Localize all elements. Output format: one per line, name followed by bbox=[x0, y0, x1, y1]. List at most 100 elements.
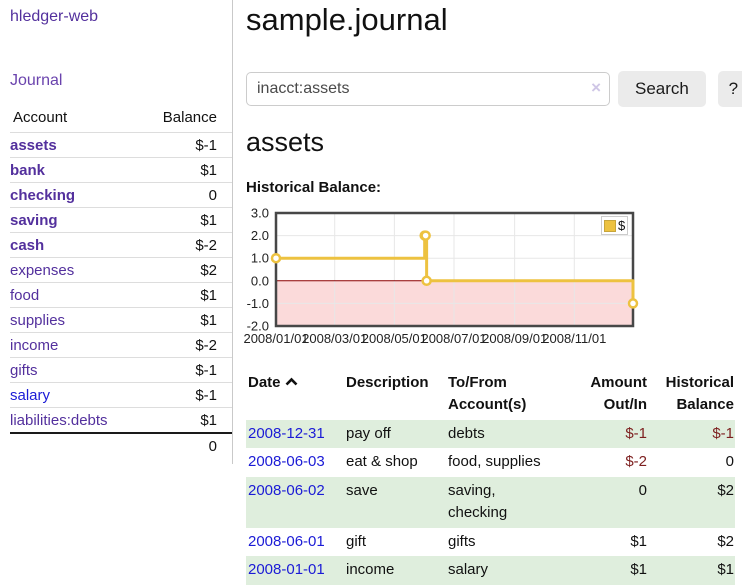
account-balance: $1 bbox=[137, 307, 232, 333]
accounts-total-spacer bbox=[10, 432, 138, 458]
transaction-description: eat & shop bbox=[346, 453, 418, 470]
sidebar: hledger-web Journal Account Balance asse… bbox=[0, 0, 233, 464]
account-balance: $1 bbox=[137, 407, 232, 433]
transaction-accounts: saving, checking bbox=[448, 481, 508, 522]
search-form: × Search ? bbox=[246, 71, 742, 107]
transaction-date-link[interactable]: 2008-01-01 bbox=[248, 561, 325, 578]
account-row: income $-2 bbox=[10, 332, 232, 358]
register-row: 2008-12-31 pay off debts $-1 $-1 bbox=[246, 419, 735, 448]
register-header-date[interactable]: Date bbox=[246, 370, 344, 420]
legend-swatch-icon bbox=[604, 219, 616, 232]
register-header-balance: Historical Balance bbox=[665, 374, 734, 413]
account-link-gifts[interactable]: gifts bbox=[10, 357, 138, 383]
account-balance: $-1 bbox=[137, 132, 232, 158]
account-heading: assets bbox=[246, 127, 325, 157]
svg-text:0.0: 0.0 bbox=[251, 273, 269, 288]
page-title: sample.journal bbox=[246, 2, 448, 37]
account-row: bank $1 bbox=[10, 157, 232, 183]
account-balance: $2 bbox=[137, 257, 232, 283]
transaction-amount: $1 bbox=[630, 561, 647, 578]
main-content: sample.journal × Search ? assets Histori… bbox=[233, 0, 742, 585]
account-link-cash[interactable]: cash bbox=[10, 232, 138, 258]
svg-text:2008/09/01: 2008/09/01 bbox=[482, 331, 547, 346]
account-link-supplies[interactable]: supplies bbox=[10, 307, 138, 333]
search-input[interactable] bbox=[246, 72, 610, 106]
account-balance: 0 bbox=[137, 182, 232, 208]
transaction-amount: $-2 bbox=[625, 453, 647, 470]
balance-chart-svg: 3.0 2.0 1.0 0.0 -1.0 -2.02008/01/012008/03/01… bbox=[243, 206, 639, 346]
account-link-income[interactable]: income bbox=[10, 332, 138, 358]
transaction-amount: 0 bbox=[638, 481, 647, 499]
search-box: × bbox=[246, 72, 610, 106]
account-link-checking[interactable]: checking bbox=[10, 182, 138, 208]
account-balance: $-2 bbox=[137, 332, 232, 358]
search-button[interactable]: Search bbox=[618, 71, 706, 107]
register-header-description: Description bbox=[346, 374, 429, 391]
account-row: expenses $2 bbox=[10, 257, 232, 283]
sidebar-item-journal[interactable]: Journal bbox=[10, 72, 63, 89]
transaction-description: income bbox=[346, 561, 395, 578]
transaction-accounts: food, supplies bbox=[448, 453, 541, 470]
svg-text:2008/07/01: 2008/07/01 bbox=[421, 331, 486, 346]
transaction-balance: $1 bbox=[717, 561, 734, 578]
transaction-date-link[interactable]: 2008-12-31 bbox=[248, 424, 325, 442]
accounts-total-row: 0 bbox=[10, 432, 232, 458]
svg-text:-2.0: -2.0 bbox=[247, 319, 269, 334]
transaction-balance: $2 bbox=[717, 481, 734, 499]
transaction-accounts: gifts bbox=[448, 532, 476, 550]
register-header-amount: Amount Out/In bbox=[590, 374, 647, 413]
transaction-accounts: debts bbox=[448, 424, 485, 442]
app-title-link[interactable]: hledger-web bbox=[10, 8, 99, 25]
account-link-salary[interactable]: salary bbox=[10, 382, 138, 408]
chart-legend: $ bbox=[601, 216, 629, 235]
clear-search-icon[interactable]: × bbox=[591, 78, 601, 97]
sort-asc-icon bbox=[285, 372, 298, 394]
svg-text:2008/01/01: 2008/01/01 bbox=[243, 331, 308, 346]
help-button[interactable]: ? bbox=[717, 71, 742, 107]
transaction-balance: $-1 bbox=[712, 424, 734, 442]
chart-heading: Historical Balance: bbox=[246, 179, 382, 196]
account-balance: $1 bbox=[137, 157, 232, 183]
account-row: assets $-1 bbox=[10, 132, 232, 158]
svg-text:2008/05/01: 2008/05/01 bbox=[362, 331, 427, 346]
account-balance: $1 bbox=[137, 282, 232, 308]
account-balance: $-2 bbox=[137, 232, 232, 258]
transaction-description: save bbox=[346, 481, 378, 499]
register-header-accounts: To/From Account(s) bbox=[448, 374, 527, 413]
account-balance: $1 bbox=[137, 207, 232, 233]
transaction-amount: $1 bbox=[630, 532, 647, 550]
svg-text:2008/11/01: 2008/11/01 bbox=[542, 331, 606, 346]
accounts-header-balance: Balance bbox=[137, 106, 232, 133]
account-link-saving[interactable]: saving bbox=[10, 207, 138, 233]
accounts-header-row: Account Balance bbox=[10, 106, 232, 133]
register-row: 2008-06-03 eat & shop food, supplies $-2… bbox=[246, 448, 735, 477]
svg-text:3.0: 3.0 bbox=[251, 206, 269, 221]
transaction-date-link[interactable]: 2008-06-03 bbox=[248, 453, 325, 470]
accounts-total-balance: 0 bbox=[137, 432, 232, 458]
accounts-table: Account Balance assets $-1 bank $1 check… bbox=[10, 106, 232, 458]
account-balance: $-1 bbox=[137, 357, 232, 383]
transaction-date-link[interactable]: 2008-06-02 bbox=[248, 481, 325, 499]
account-link-assets[interactable]: assets bbox=[10, 132, 138, 158]
account-link-liabilities-debts[interactable]: liabilities:debts bbox=[10, 407, 138, 433]
legend-label: $ bbox=[618, 218, 626, 233]
transaction-description: pay off bbox=[346, 424, 391, 442]
transaction-accounts: salary bbox=[448, 561, 489, 578]
svg-text:2008/03/01: 2008/03/01 bbox=[302, 331, 367, 346]
register-header-row: Date Description To/From Account(s) Amou… bbox=[246, 370, 735, 420]
account-link-expenses[interactable]: expenses bbox=[10, 257, 138, 283]
transaction-amount: $-1 bbox=[625, 424, 647, 442]
account-row: food $1 bbox=[10, 282, 232, 308]
svg-text:-1.0: -1.0 bbox=[247, 296, 269, 311]
account-row: checking 0 bbox=[10, 182, 232, 208]
account-row: saving $1 bbox=[10, 207, 232, 233]
transaction-date-link[interactable]: 2008-06-01 bbox=[248, 532, 325, 550]
account-row: salary $-1 bbox=[10, 382, 232, 408]
account-link-food[interactable]: food bbox=[10, 282, 138, 308]
account-row: supplies $1 bbox=[10, 307, 232, 333]
register-row: 2008-06-01 gift gifts $1 $2 bbox=[246, 528, 735, 557]
account-link-bank[interactable]: bank bbox=[10, 157, 138, 183]
account-row: cash $-2 bbox=[10, 232, 232, 258]
svg-text:1.0: 1.0 bbox=[251, 251, 269, 266]
